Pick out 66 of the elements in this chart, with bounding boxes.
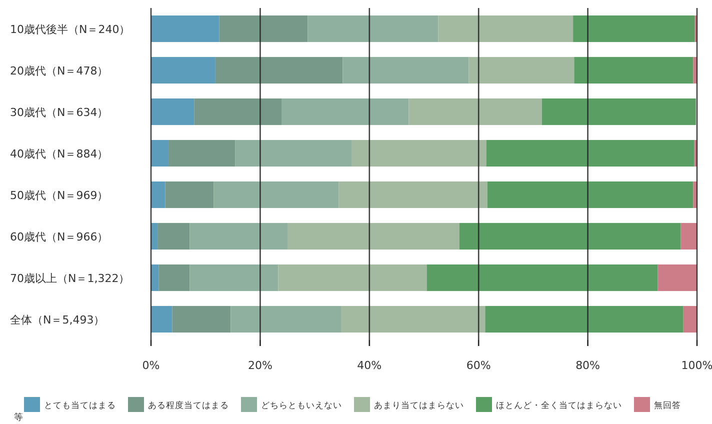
bar	[288, 222, 460, 250]
bar	[486, 140, 694, 167]
bar	[172, 306, 231, 333]
bar	[573, 15, 695, 42]
bar	[214, 181, 339, 208]
legend-label: あまり当てはまらない	[374, 400, 464, 411]
y-tick-label: 全体（N＝5,493）	[10, 313, 105, 326]
bar	[230, 306, 342, 333]
y-tick-label: 40歳代（N＝884）	[10, 147, 108, 160]
bar	[194, 98, 282, 126]
x-tick-label: 80%	[576, 359, 600, 372]
legend-label: とても当てはまる	[44, 400, 116, 411]
bar	[408, 98, 542, 126]
bar	[693, 181, 697, 208]
bar	[352, 140, 486, 167]
bar	[235, 140, 352, 167]
legend-label: どちらともいえない	[261, 401, 342, 411]
bar	[693, 56, 697, 84]
bar	[485, 306, 684, 333]
x-tick-label: 20%	[248, 359, 272, 372]
y-tick-label: 10歳代後半（N＝240）	[10, 22, 130, 36]
x-tick-label: 100%	[681, 359, 712, 372]
y-tick-label: 30歳代（N＝634）	[10, 106, 108, 119]
bar	[487, 181, 694, 208]
y-tick-label: 60歳代（N＝966）	[10, 230, 108, 244]
bar	[680, 222, 697, 250]
bar	[151, 306, 172, 333]
bar	[158, 222, 190, 250]
bar	[165, 181, 214, 208]
text: 等	[14, 412, 23, 423]
y-tick-label: 70歳以上（N＝1,322）	[10, 272, 130, 285]
bar	[168, 140, 236, 167]
bar	[215, 56, 343, 84]
bar	[426, 264, 658, 292]
bar	[338, 181, 488, 208]
bar	[190, 222, 288, 250]
bar	[151, 222, 158, 250]
bar	[459, 222, 681, 250]
bar	[438, 15, 574, 42]
y-tick-label: 50歳代（N＝969）	[10, 188, 108, 202]
bar	[574, 56, 694, 84]
x-tick-label: 0%	[142, 359, 160, 372]
bar	[281, 98, 409, 126]
bar	[151, 140, 168, 167]
bar	[151, 98, 194, 126]
bar	[342, 56, 469, 84]
bar	[683, 306, 697, 333]
bar	[151, 264, 159, 292]
bar	[468, 56, 574, 84]
bar	[190, 264, 278, 292]
legend-label: ある程度当てはまる	[148, 400, 229, 411]
bar	[158, 264, 190, 292]
bar	[151, 181, 166, 208]
bar	[151, 56, 216, 84]
bar	[151, 15, 220, 42]
bar	[308, 15, 438, 42]
legend-label: ほとんど・全く当てはまらない	[496, 400, 622, 411]
bar	[278, 264, 427, 292]
bar	[542, 98, 696, 126]
bar	[219, 15, 308, 42]
x-tick-label: 40%	[357, 359, 382, 372]
y-tick-label: 20歳代（N＝478）	[10, 64, 108, 78]
legend-label: 無回答	[654, 400, 681, 411]
bar	[341, 306, 486, 333]
bar	[658, 264, 697, 292]
x-tick-label: 60%	[466, 359, 491, 372]
